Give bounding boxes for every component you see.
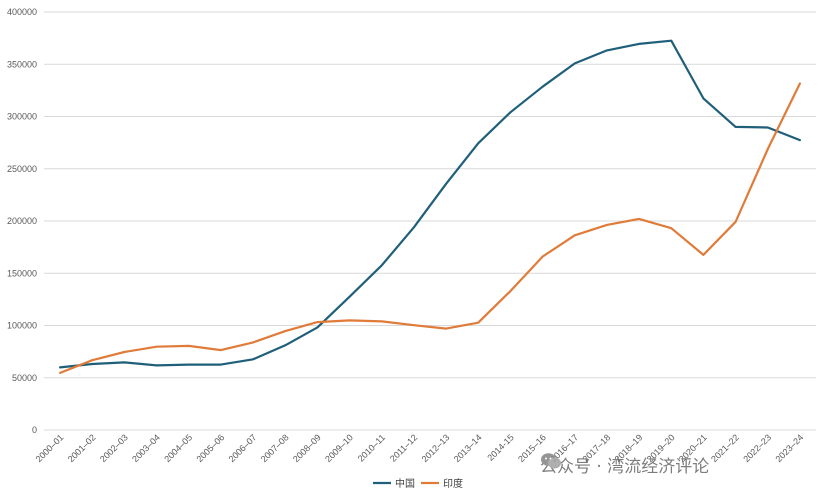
y-tick-label: 100000 — [7, 321, 37, 331]
x-tick-label: 2009–10 — [323, 432, 355, 464]
y-tick-label: 300000 — [7, 112, 37, 122]
data-point — [413, 226, 415, 228]
y-axis-ticks: 0 50000 100000 150000 200000 250000 300000 3500… — [7, 7, 37, 435]
data-point — [510, 290, 512, 292]
data-point — [220, 349, 222, 351]
data-point — [445, 328, 447, 330]
x-tick-label: 2021–22 — [709, 432, 741, 464]
data-point — [735, 221, 737, 223]
x-tick-label: 2001–02 — [66, 432, 98, 464]
series-line-1 — [58, 82, 802, 374]
series-line-0 — [58, 39, 802, 369]
data-point — [284, 344, 286, 346]
data-point — [317, 321, 319, 323]
y-tick-label: 150000 — [7, 268, 37, 278]
data-point — [124, 351, 126, 353]
data-point — [59, 367, 61, 369]
data-point — [735, 126, 737, 128]
gridlines — [44, 11, 816, 431]
data-point — [252, 342, 254, 344]
legend-label-0: 中国 — [395, 477, 415, 490]
data-point — [156, 365, 158, 367]
data-point — [381, 321, 383, 323]
x-tick-label: 2005–06 — [194, 432, 226, 464]
data-point — [767, 148, 769, 150]
x-tick-label: 2014-15 — [485, 432, 515, 462]
data-point — [188, 364, 190, 366]
x-tick-label: 2003–04 — [130, 432, 162, 464]
data-point — [349, 296, 351, 298]
data-point — [574, 63, 576, 65]
data-point — [59, 372, 61, 374]
data-point — [91, 359, 93, 361]
x-tick-label: 2002–03 — [98, 432, 130, 464]
x-tick-label: 2012–13 — [420, 432, 452, 464]
x-tick-label: 2010–11 — [356, 432, 387, 463]
data-point — [252, 358, 254, 360]
x-tick-label: 2000–01 — [34, 432, 66, 464]
data-point — [413, 324, 415, 326]
watermark: 公众号 · 湾流经济评论 — [540, 452, 709, 477]
data-point — [799, 83, 801, 85]
data-point — [477, 142, 479, 144]
data-point — [670, 227, 672, 229]
data-point — [606, 224, 608, 226]
data-point — [381, 265, 383, 267]
x-tick-label: 2013–14 — [452, 432, 484, 464]
data-point — [703, 98, 705, 100]
data-point — [542, 256, 544, 258]
data-point — [188, 345, 190, 347]
y-tick-label: 350000 — [7, 59, 37, 69]
y-tick-label: 200000 — [7, 216, 37, 226]
series-lines — [58, 39, 802, 374]
x-tick-label: 2011–12 — [388, 432, 419, 463]
x-tick-label: 2007–08 — [259, 432, 291, 464]
x-tick-label: 2004–05 — [162, 432, 194, 464]
y-tick-label: 0 — [32, 425, 37, 435]
data-point — [91, 363, 93, 365]
data-point — [510, 112, 512, 114]
data-point — [124, 362, 126, 364]
data-point — [799, 139, 801, 141]
data-point — [542, 86, 544, 88]
data-point — [220, 364, 222, 366]
data-point — [317, 327, 319, 329]
data-point — [703, 254, 705, 256]
data-point — [767, 127, 769, 129]
x-tick-label: 2006–07 — [227, 432, 259, 464]
data-point — [638, 43, 640, 45]
data-point — [284, 330, 286, 332]
data-point — [670, 40, 672, 42]
y-tick-label: 250000 — [7, 164, 37, 174]
data-point — [156, 346, 158, 348]
x-tick-label: 2008–09 — [291, 432, 323, 464]
data-point — [445, 183, 447, 185]
y-tick-label: 400000 — [7, 7, 37, 17]
x-tick-label: 2022–23 — [741, 432, 773, 464]
data-point — [477, 322, 479, 324]
data-point — [574, 235, 576, 237]
legend: 中国 印度 — [373, 477, 463, 490]
data-point — [606, 50, 608, 52]
watermark-text: 公众号 · 湾流经济评论 — [540, 457, 710, 477]
wechat-icon — [541, 453, 561, 469]
x-tick-label: 2023–24 — [773, 432, 805, 464]
data-point — [349, 320, 351, 322]
y-tick-label: 50000 — [12, 373, 37, 383]
data-point — [638, 218, 640, 220]
legend-label-1: 印度 — [443, 477, 463, 490]
